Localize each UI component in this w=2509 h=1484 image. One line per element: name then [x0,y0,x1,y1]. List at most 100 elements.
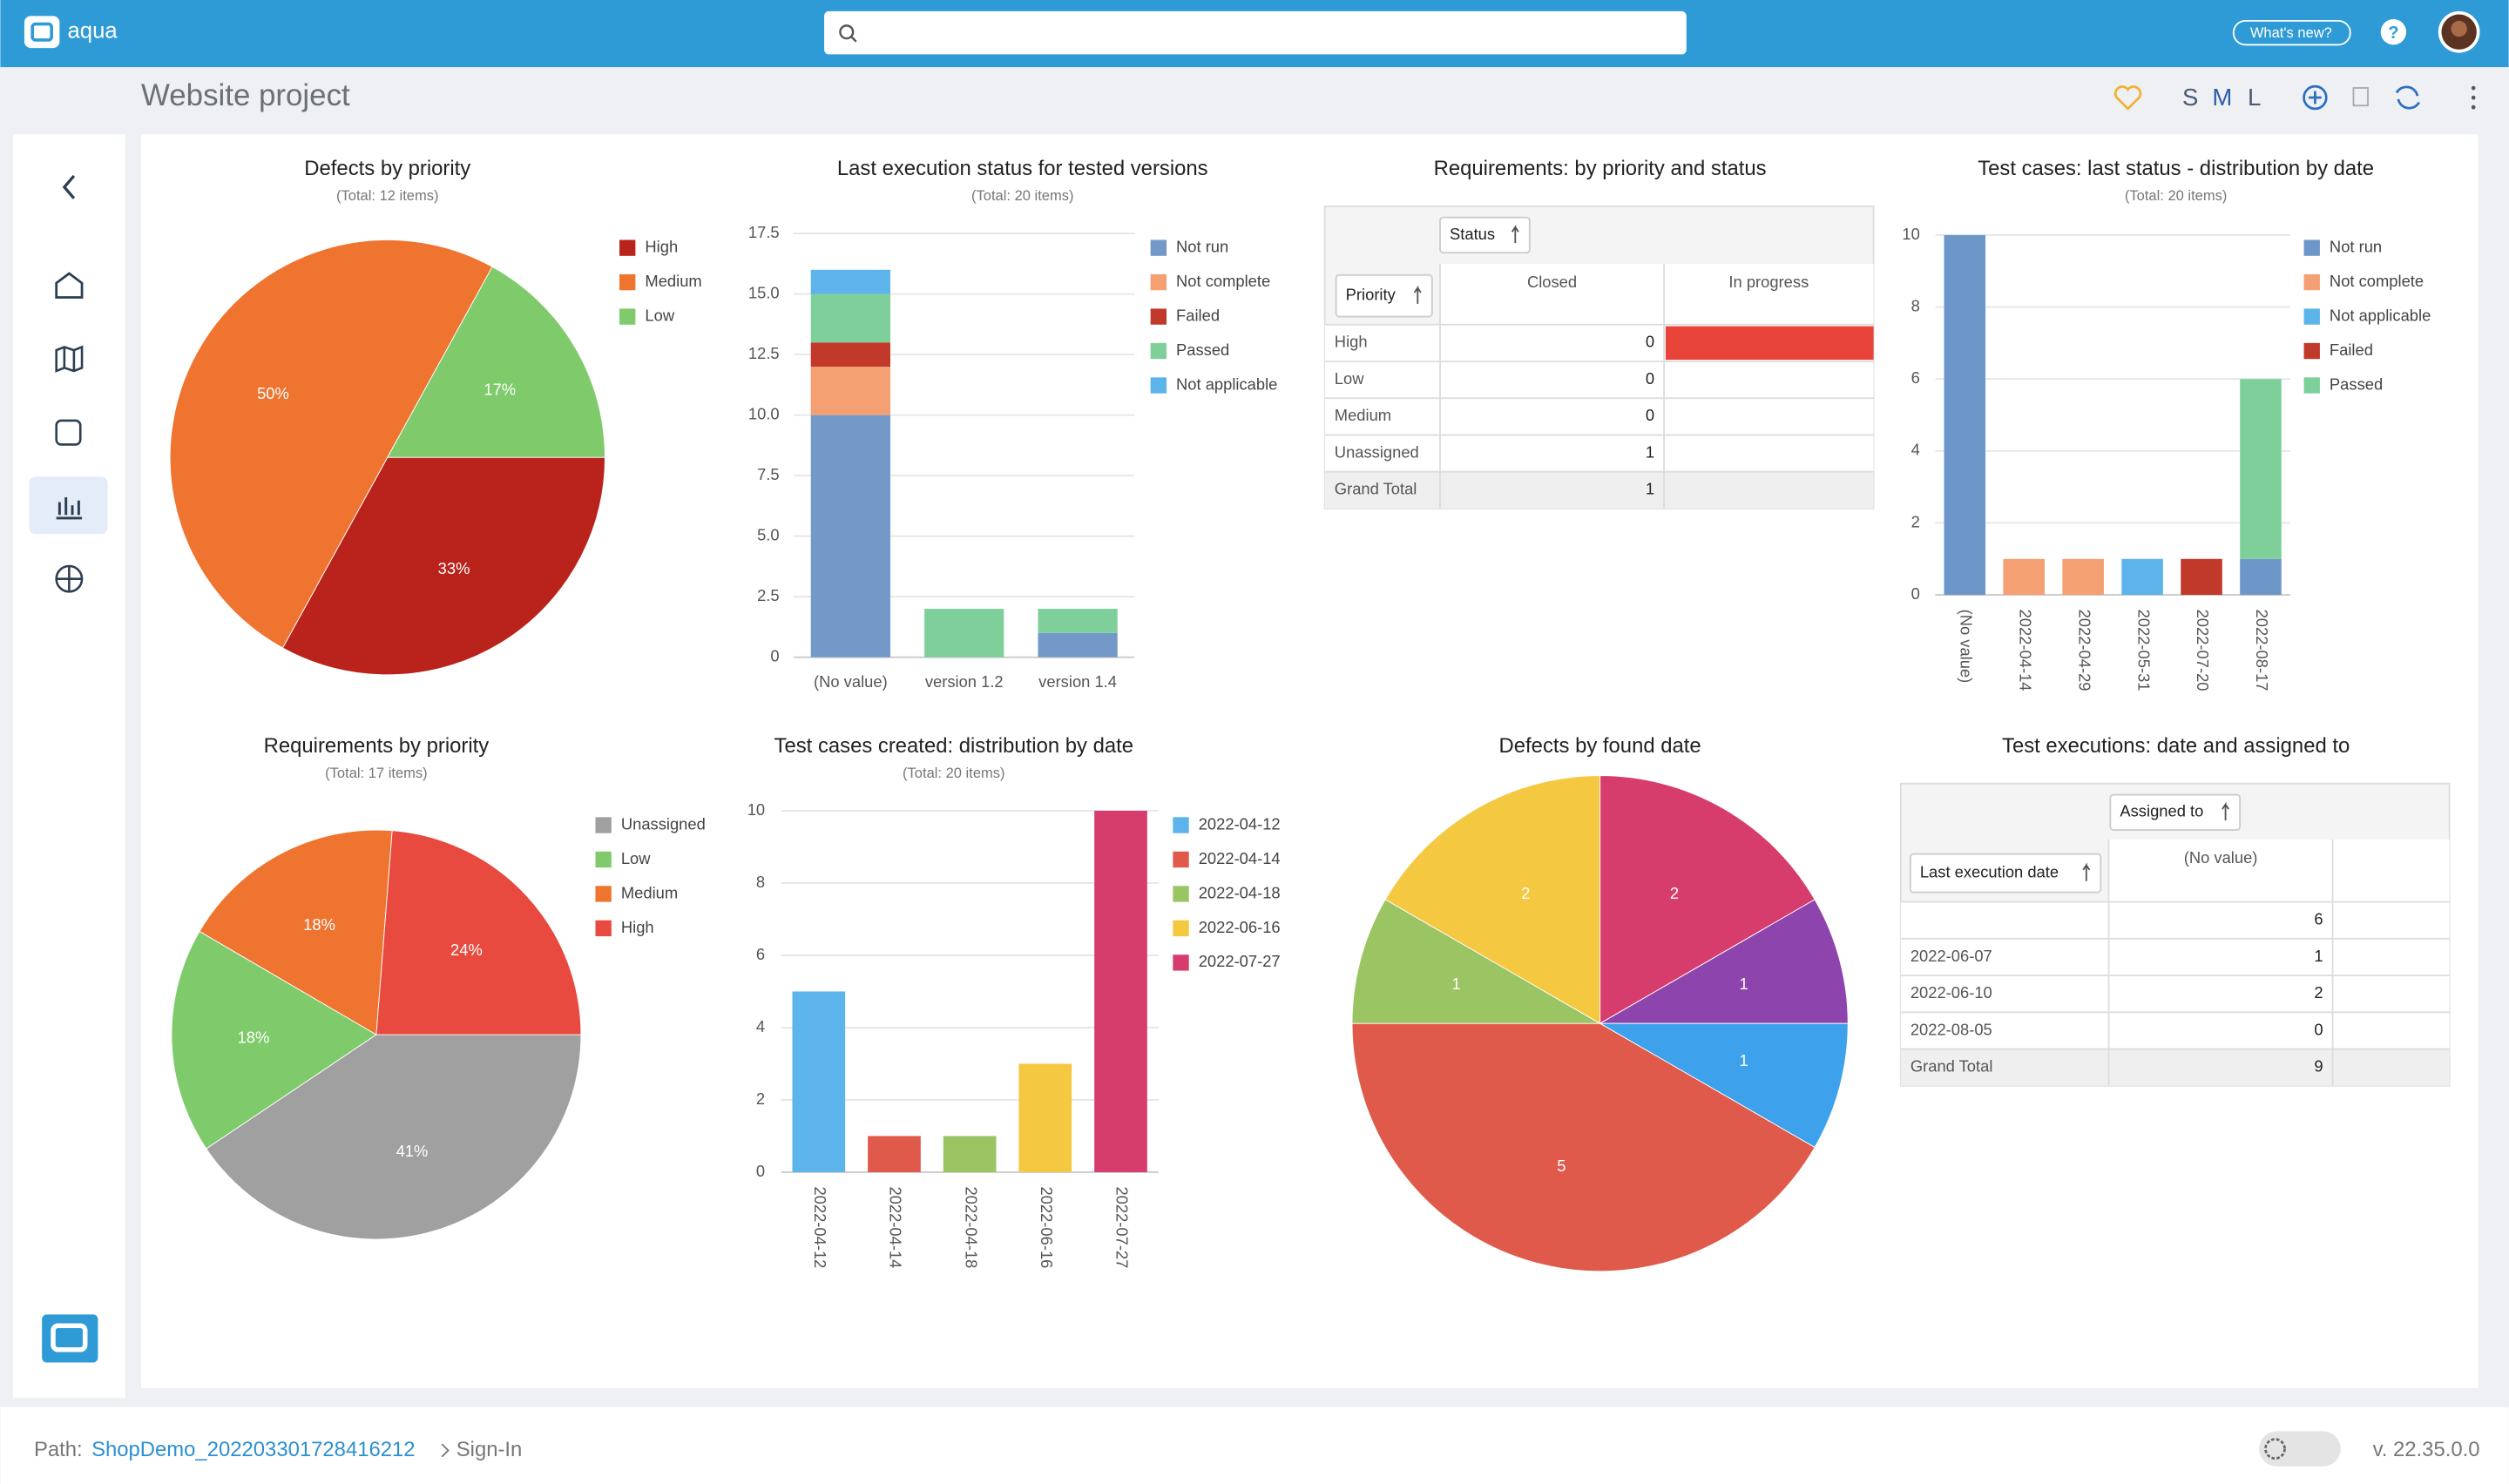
dashboard-icon[interactable] [56,497,83,520]
path-label: Path: [34,1438,83,1461]
pie-slice [386,266,605,458]
sort-icon [1413,285,1422,304]
data-label: 2 [1521,884,1530,902]
refresh-icon[interactable] [2395,85,2420,110]
bar [1094,810,1147,1172]
legend-label: Failed [1176,306,1220,324]
bar-segment [810,269,890,294]
chart-title: Test cases created: distribution by date [774,734,1133,758]
legend-label: 2022-04-12 [1199,814,1281,833]
y-tick-label: 15.0 [748,283,780,301]
avatar-face [2451,20,2467,37]
row-field-button-label[interactable]: Last execution date [1920,862,2059,880]
size-s[interactable]: S [2182,84,2198,111]
cell-value: 0 [1646,369,1654,388]
cell-value: 9 [2314,1057,2323,1076]
bar-segment [810,293,890,343]
logo-text[interactable]: aqua [68,19,118,44]
bar-segment [1944,234,1986,596]
collapse-icon[interactable] [62,174,76,199]
legend-swatch [2303,308,2320,325]
legend-label: Not complete [2330,272,2424,290]
legend-label: 2022-04-18 [1199,883,1281,901]
grand-total-row [1324,471,1874,509]
help-label[interactable]: ? [2388,24,2398,43]
row-field-button-label[interactable]: Priority [1346,286,1397,304]
x-tick-label: 2022-04-12 [811,1186,829,1268]
row-field-button[interactable] [1335,273,1433,318]
column-field-button-label[interactable]: Status [1450,225,1495,243]
column-field-button-label[interactable]: Assigned to [2120,802,2203,820]
column-field-button[interactable] [2109,793,2242,831]
sidebar [13,134,125,1398]
add-icon-plus [2309,91,2322,105]
home-icon[interactable] [55,272,84,299]
bar [1018,1063,1072,1172]
chart-title: Test cases: last status - distribution b… [1978,157,2374,180]
code-icon[interactable] [55,419,82,446]
x-tick-label: 2022-06-16 [1038,1186,1056,1268]
help-button[interactable] [2380,19,2407,45]
bar-segment [810,415,890,658]
legend-label: 2022-06-16 [1199,918,1281,936]
y-tick-label: 0 [1911,584,1920,603]
cell-value: 0 [1646,333,1654,351]
x-tick-label: version 1.2 [925,672,1004,691]
legend-swatch [1173,817,1189,833]
search-bar[interactable] [824,10,1687,55]
chart-title: Defects by priority [304,157,470,180]
logo-icon[interactable] [24,16,60,49]
add-icon[interactable] [2303,84,2328,111]
row-label: Grand Total [1910,1057,1993,1076]
row-field-button[interactable] [1909,853,2102,894]
legend-swatch [1173,954,1189,971]
brand-icon[interactable] [42,1314,98,1363]
legend-label: Medium [645,272,701,290]
grand-total-row [1900,1049,2450,1086]
row-label: Grand Total [1335,480,1417,498]
pie-slice [1384,775,1601,1024]
path-link[interactable]: ShopDemo_202203301728416212 [91,1438,416,1461]
y-tick-label: 5.0 [757,525,780,543]
chart-subtitle: (Total: 20 items) [903,765,1004,781]
settings-toggle[interactable] [2259,1431,2341,1467]
table-title: Test executions: date and assigned to [2002,734,2350,758]
size-m[interactable]: M [2212,84,2232,111]
y-tick-label: 2 [756,1089,765,1108]
data-label: 17% [484,381,516,399]
whats-new-label[interactable]: What's new? [2250,24,2332,41]
legend-swatch [1150,342,1167,360]
row-label: Low [1335,369,1364,388]
bar-segment [2121,558,2163,596]
size-l[interactable]: L [2248,84,2261,111]
legend-label: 2022-04-14 [1199,849,1281,867]
brand-mark [51,1323,88,1352]
copy-icon[interactable] [2352,87,2369,107]
column-field-button[interactable] [1439,216,1531,254]
bar-segment [2062,558,2104,596]
cell-value: 6 [2314,910,2323,928]
data-label: 33% [438,559,470,577]
legend-swatch [1150,239,1167,256]
pie-slice [1599,775,1816,1024]
row-label: 2022-06-07 [1910,947,1992,965]
map-icon[interactable] [55,345,84,373]
path-page: Sign-In [456,1438,523,1461]
footer [0,1406,2509,1484]
y-tick-label: 6 [1911,368,1920,387]
legend-swatch [595,851,612,868]
pie-slice [1598,899,1849,1024]
chart-title: Requirements by priority [264,734,490,758]
column-header: In progress [1728,273,1809,291]
y-tick-label: 2.5 [757,586,780,604]
whats-new-button[interactable] [2232,19,2351,46]
favorite-icon[interactable] [2113,85,2142,111]
data-label: 18% [238,1028,270,1046]
bar-segment [810,367,890,415]
y-tick-label: 2 [1911,512,1920,530]
legend-label: Passed [1176,341,1229,359]
legend-label: High [645,237,678,255]
bar [943,1136,997,1172]
x-tick-label: 2022-04-18 [962,1186,980,1268]
